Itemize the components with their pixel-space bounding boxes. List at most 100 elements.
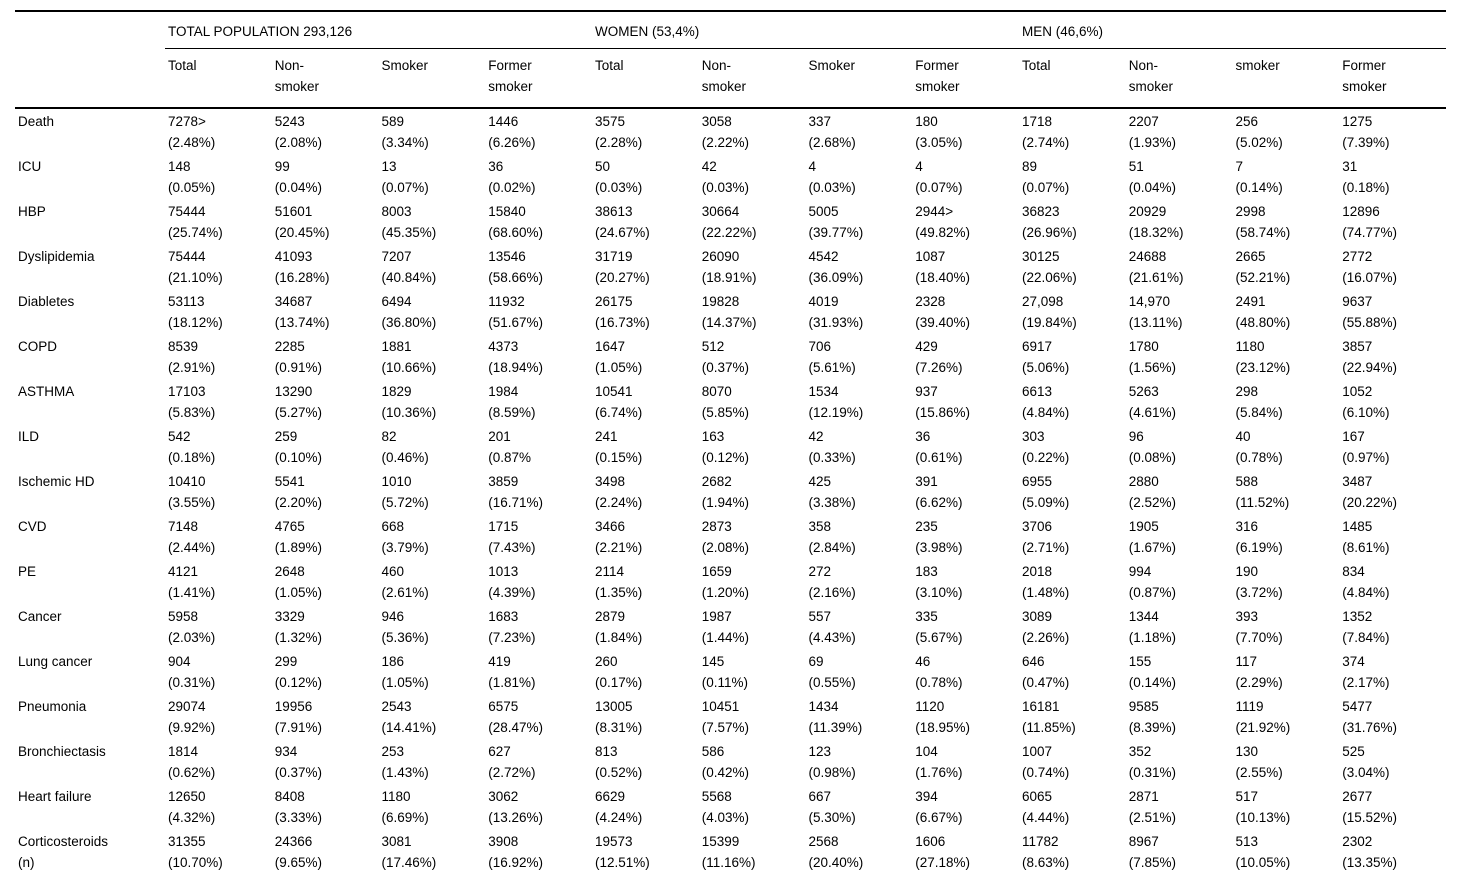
- cell: 3466 (2.21%): [595, 518, 643, 555]
- row-label: Pneumonia: [18, 698, 87, 714]
- cell: 4 (0.03%): [808, 158, 856, 195]
- row-label: ILD: [18, 428, 40, 444]
- cell: 3487 (20.22%): [1342, 473, 1398, 510]
- cell: 589 (3.34%): [381, 113, 429, 150]
- cell: 259 (0.10%): [274, 428, 323, 465]
- subheader-empty: [15, 48, 165, 109]
- cell: 10541 (6.74%): [595, 383, 643, 420]
- cell: 2285 (0.91%): [274, 338, 323, 375]
- cell: 272 (2.16%): [808, 563, 856, 600]
- subheader-col-0: Total: [165, 48, 272, 109]
- group-header-total-population: TOTAL POPULATION 293,126: [165, 11, 592, 49]
- cell: 89 (0.07%): [1022, 158, 1070, 195]
- cell: 5958 (2.03%): [168, 608, 216, 645]
- cell: 4121 (1.41%): [168, 563, 216, 600]
- table-row: Cancer 5958 (2.03%) 3329 (1.32%) 946 (5.36%…: [15, 604, 1446, 649]
- cell: 3575 (2.28%): [595, 113, 643, 150]
- cell: 3081 (17.46%): [381, 833, 437, 870]
- cell: 419 (1.81%): [488, 653, 536, 690]
- cell: 8539 (2.91%): [168, 338, 216, 375]
- cell: 3498 (2.24%): [595, 473, 643, 510]
- cell: 11932 (51.67%): [488, 293, 544, 330]
- cell: 2665 (52.21%): [1235, 248, 1291, 285]
- table-row: Corticosteroids (n) 31355 (10.70%) 24366 (…: [15, 829, 1446, 872]
- cell: 1180 (23.12%): [1235, 338, 1291, 375]
- subheader-col-8: Total: [1019, 48, 1126, 109]
- cell: 42 (0.03%): [701, 158, 750, 195]
- cell: 46 (0.78%): [915, 653, 963, 690]
- cell: 75444 (25.74%): [168, 203, 223, 240]
- cell: 7 (0.14%): [1235, 158, 1283, 195]
- cell: 934 (0.37%): [274, 743, 323, 780]
- cell: 6575 (28.47%): [488, 698, 544, 735]
- cell: 36 (0.02%): [488, 158, 536, 195]
- cell: 394 (6.67%): [915, 788, 963, 825]
- cell: 3706 (2.71%): [1022, 518, 1070, 555]
- cell: 813 (0.52%): [595, 743, 643, 780]
- row-label: CVD: [18, 518, 47, 534]
- row-label: Lung cancer: [18, 653, 93, 669]
- cell: 303 (0.22%): [1022, 428, 1070, 465]
- cell: 51 (0.04%): [1128, 158, 1177, 195]
- cell: 8070 (5.85%): [701, 383, 750, 420]
- cell: 2648 (1.05%): [274, 563, 323, 600]
- table-row: Pneumonia 29074 (9.92%) 19956 (7.91%) 2543 …: [15, 694, 1446, 739]
- cell: 7278> (2.48%): [168, 113, 216, 150]
- cell: 7207 (40.84%): [381, 248, 437, 285]
- cell: 1659 (1.20%): [701, 563, 750, 600]
- cell: 512 (0.37%): [701, 338, 750, 375]
- group-header-women: WOMEN (53,4%): [592, 11, 1019, 49]
- table-row: ILD 542 (0.18%) 259 (0.10%) 82 (0.46%) 201 (…: [15, 424, 1446, 469]
- subheader-col-11: Former smoker: [1339, 48, 1446, 109]
- cell: 1683 (7.23%): [488, 608, 536, 645]
- subheader-col-1: Non- smoker: [271, 48, 379, 109]
- cell: 1987 (1.44%): [701, 608, 750, 645]
- cell: 1881 (10.66%): [381, 338, 437, 375]
- cell: 4542 (36.09%): [808, 248, 864, 285]
- cell: 13546 (58.66%): [488, 248, 544, 285]
- cell: 2998 (58.74%): [1235, 203, 1291, 240]
- cell: 2018 (1.48%): [1022, 563, 1070, 600]
- subheader-col-9: Non- smoker: [1125, 48, 1233, 109]
- cell: 186 (1.05%): [381, 653, 429, 690]
- cell: 201 (0.87%: [488, 428, 532, 465]
- cell: 30664 (22.22%): [701, 203, 757, 240]
- cell: 42 (0.33%): [808, 428, 856, 465]
- cell: 50 (0.03%): [595, 158, 643, 195]
- cell: 36823 (26.96%): [1022, 203, 1077, 240]
- cell: 145 (0.11%): [701, 653, 749, 690]
- cell: 557 (4.43%): [808, 608, 856, 645]
- cell: 11782 (8.63%): [1022, 833, 1070, 870]
- cell: 1829 (10.36%): [381, 383, 437, 420]
- cell: 513 (10.05%): [1235, 833, 1291, 870]
- cell: 41093 (16.28%): [274, 248, 330, 285]
- cell: 17103 (5.83%): [168, 383, 216, 420]
- cell: 2944> (49.82%): [915, 203, 971, 240]
- cell: 96 (0.08%): [1128, 428, 1177, 465]
- cell: 256 (5.02%): [1235, 113, 1283, 150]
- cell: 1007 (0.74%): [1022, 743, 1070, 780]
- cell: 316 (6.19%): [1235, 518, 1283, 555]
- table-row: ICU 148 (0.05%) 99 (0.04%) 13 (0.07%) 36 (0.…: [15, 154, 1446, 199]
- cell: 8967 (7.85%): [1128, 833, 1177, 870]
- cell: 5541 (2.20%): [274, 473, 323, 510]
- cell: 994 (0.87%): [1128, 563, 1177, 600]
- cell: 588 (11.52%): [1235, 473, 1290, 510]
- cell: 36 (0.61%): [915, 428, 963, 465]
- row-label: Ischemic HD: [18, 473, 95, 489]
- cell: 1119 (21.92%): [1235, 698, 1291, 735]
- cell: 34687 (13.74%): [274, 293, 330, 330]
- cell: 1718 (2.74%): [1022, 113, 1070, 150]
- cell: 358 (2.84%): [808, 518, 856, 555]
- cell: 1087 (18.40%): [915, 248, 971, 285]
- cell: 627 (2.72%): [488, 743, 536, 780]
- group-header-men: MEN (46,6%): [1019, 11, 1446, 49]
- subheader-col-6: Smoker: [805, 48, 913, 109]
- row-label: Heart failure: [18, 788, 92, 804]
- cell: 2207 (1.93%): [1128, 113, 1177, 150]
- cell: 31719 (20.27%): [595, 248, 650, 285]
- cell: 391 (6.62%): [915, 473, 963, 510]
- cell: 5477 (31.76%): [1342, 698, 1398, 735]
- cell: 40 (0.78%): [1235, 428, 1283, 465]
